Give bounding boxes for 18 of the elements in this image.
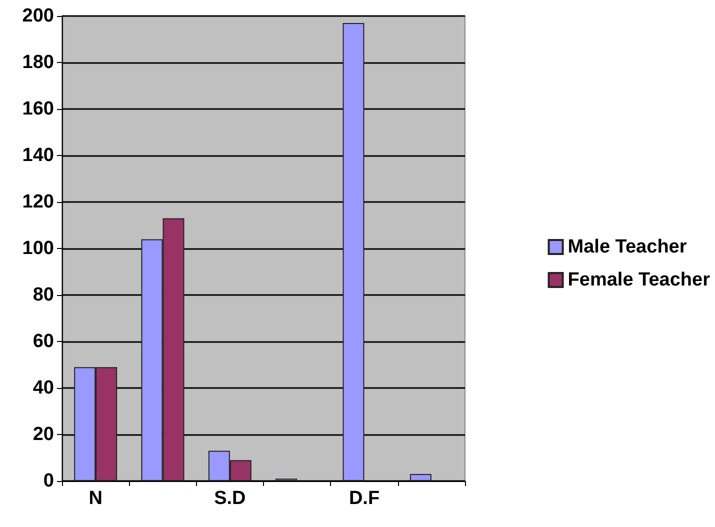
y-tick-label: 80: [32, 284, 54, 306]
bar: [342, 22, 364, 481]
legend-label: Male Teacher: [568, 236, 688, 258]
y-tick-label: 160: [22, 98, 54, 120]
x-tick-label: D.F: [348, 488, 380, 509]
y-tick-label: 100: [22, 238, 54, 259]
y-tick-label: 0: [43, 470, 54, 492]
y-tick-label: 120: [22, 192, 54, 212]
x-tick-label: N: [88, 488, 102, 509]
y-tick-label: 180: [22, 52, 54, 73]
y-tick-label: 20: [32, 424, 54, 445]
y-tick-label: 140: [22, 145, 54, 166]
y-tick-label: 60: [32, 331, 54, 352]
y-tick-label: 200: [22, 6, 54, 26]
legend-label: Female Teacher: [568, 270, 711, 290]
bar: [410, 474, 432, 481]
y-tick-label: 40: [32, 378, 54, 398]
x-tick-label: S.D: [214, 488, 246, 509]
